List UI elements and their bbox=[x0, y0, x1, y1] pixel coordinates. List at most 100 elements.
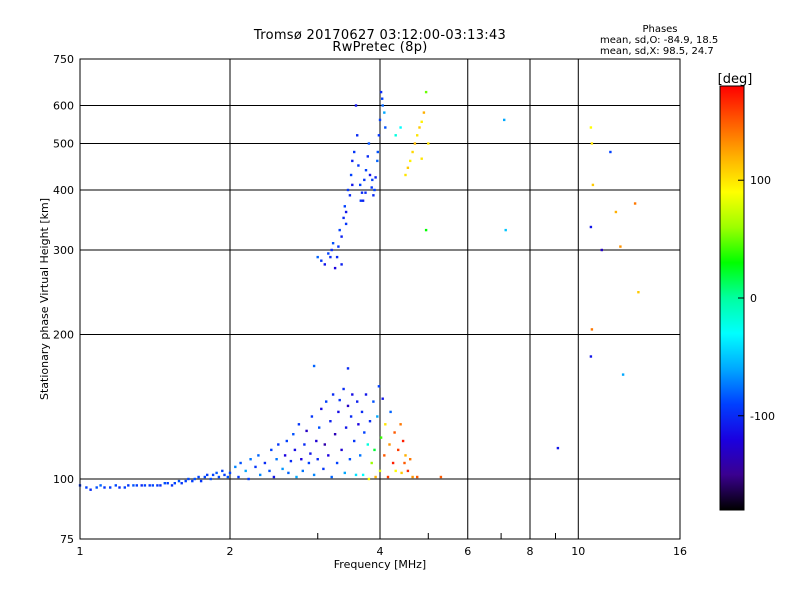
echo-point bbox=[374, 176, 377, 179]
echo-point bbox=[609, 150, 612, 154]
echo-point bbox=[259, 473, 262, 477]
echo-point bbox=[315, 439, 318, 443]
y-tick-label: 300 bbox=[53, 244, 74, 257]
phase-x-row: mean, sd,X: 98.5, 24.7 bbox=[600, 46, 720, 57]
echo-point bbox=[199, 479, 203, 483]
echo-point bbox=[368, 420, 372, 423]
echo-point bbox=[277, 443, 280, 446]
echo-point bbox=[330, 248, 333, 252]
echo-point bbox=[363, 178, 366, 182]
phase-o-values: -84.9, 18.5 bbox=[663, 35, 719, 46]
echo-point bbox=[300, 458, 303, 461]
echo-point bbox=[378, 469, 382, 473]
echo-point bbox=[109, 486, 112, 489]
echo-point bbox=[170, 484, 174, 487]
colorbar-tick-label: 100 bbox=[750, 174, 771, 187]
echo-point bbox=[156, 484, 159, 487]
echo-point bbox=[307, 461, 311, 465]
echo-point bbox=[364, 393, 368, 396]
echo-point bbox=[371, 178, 374, 182]
echo-point bbox=[386, 475, 390, 479]
echo-point bbox=[424, 228, 428, 232]
echo-point bbox=[377, 385, 381, 388]
echo-point bbox=[376, 415, 379, 418]
echo-point bbox=[316, 255, 319, 259]
echo-point bbox=[257, 454, 260, 457]
echo-point bbox=[140, 484, 143, 487]
echo-point bbox=[234, 465, 237, 469]
echo-point bbox=[383, 454, 386, 457]
echo-point bbox=[310, 415, 314, 418]
phase-x-values: 98.5, 24.7 bbox=[662, 46, 714, 57]
echo-point bbox=[360, 410, 364, 414]
echo-point bbox=[318, 426, 321, 429]
echo-point bbox=[301, 469, 304, 473]
echo-point bbox=[379, 436, 383, 439]
series-group bbox=[316, 90, 387, 270]
echo-point bbox=[209, 477, 212, 481]
echo-point bbox=[378, 118, 382, 122]
echo-point bbox=[589, 126, 593, 129]
x-tick-label: 10 bbox=[571, 545, 585, 558]
echo-point bbox=[427, 142, 430, 145]
echo-point bbox=[373, 448, 376, 452]
echo-point bbox=[135, 484, 138, 487]
echo-point bbox=[363, 431, 366, 434]
echo-point bbox=[320, 407, 323, 411]
series-group bbox=[78, 469, 229, 491]
echo-point bbox=[360, 191, 364, 194]
echo-point bbox=[272, 475, 276, 479]
echo-point bbox=[338, 228, 341, 232]
x-tick-label: 8 bbox=[527, 545, 534, 558]
echo-point bbox=[237, 475, 240, 479]
echo-point bbox=[401, 439, 405, 443]
echo-point bbox=[211, 473, 215, 477]
echo-point bbox=[197, 475, 200, 479]
echo-point bbox=[389, 410, 392, 414]
echo-point bbox=[206, 473, 209, 477]
phase-x-label: mean, sd,X: bbox=[600, 46, 660, 57]
echo-point bbox=[361, 473, 365, 477]
echo-point bbox=[621, 373, 625, 376]
echo-point bbox=[223, 473, 226, 477]
echo-point bbox=[359, 454, 362, 457]
echo-point bbox=[239, 461, 242, 465]
echo-point bbox=[384, 126, 387, 129]
echo-point bbox=[337, 245, 340, 248]
echo-point bbox=[283, 454, 287, 457]
echo-point bbox=[331, 393, 335, 396]
echo-point bbox=[217, 475, 221, 479]
echo-point bbox=[173, 482, 176, 485]
x-tick-label: 6 bbox=[464, 545, 471, 558]
echo-point bbox=[409, 458, 412, 461]
echo-point bbox=[353, 150, 356, 154]
echo-point bbox=[384, 423, 387, 426]
echo-point bbox=[340, 235, 343, 238]
echo-point bbox=[383, 111, 386, 114]
echo-point bbox=[366, 155, 369, 158]
echo-point bbox=[590, 328, 594, 331]
echo-point bbox=[270, 448, 273, 452]
echo-point bbox=[335, 461, 339, 465]
echo-point bbox=[589, 225, 593, 229]
echo-point bbox=[333, 433, 337, 436]
echo-point bbox=[348, 458, 352, 461]
echo-point bbox=[372, 194, 375, 197]
echo-point bbox=[619, 245, 622, 248]
echo-point bbox=[381, 104, 384, 107]
echo-point bbox=[127, 484, 130, 487]
echo-point bbox=[372, 400, 375, 403]
echo-point bbox=[132, 484, 135, 487]
echo-point bbox=[374, 475, 377, 479]
echo-point bbox=[633, 202, 637, 205]
series-group bbox=[228, 364, 419, 481]
plot-frame bbox=[79, 58, 681, 540]
echo-point bbox=[322, 467, 325, 471]
y-tick-label: 100 bbox=[53, 473, 74, 486]
echo-point bbox=[411, 150, 414, 154]
echo-point bbox=[312, 473, 316, 477]
echo-point bbox=[359, 183, 362, 187]
echo-point bbox=[344, 222, 348, 226]
